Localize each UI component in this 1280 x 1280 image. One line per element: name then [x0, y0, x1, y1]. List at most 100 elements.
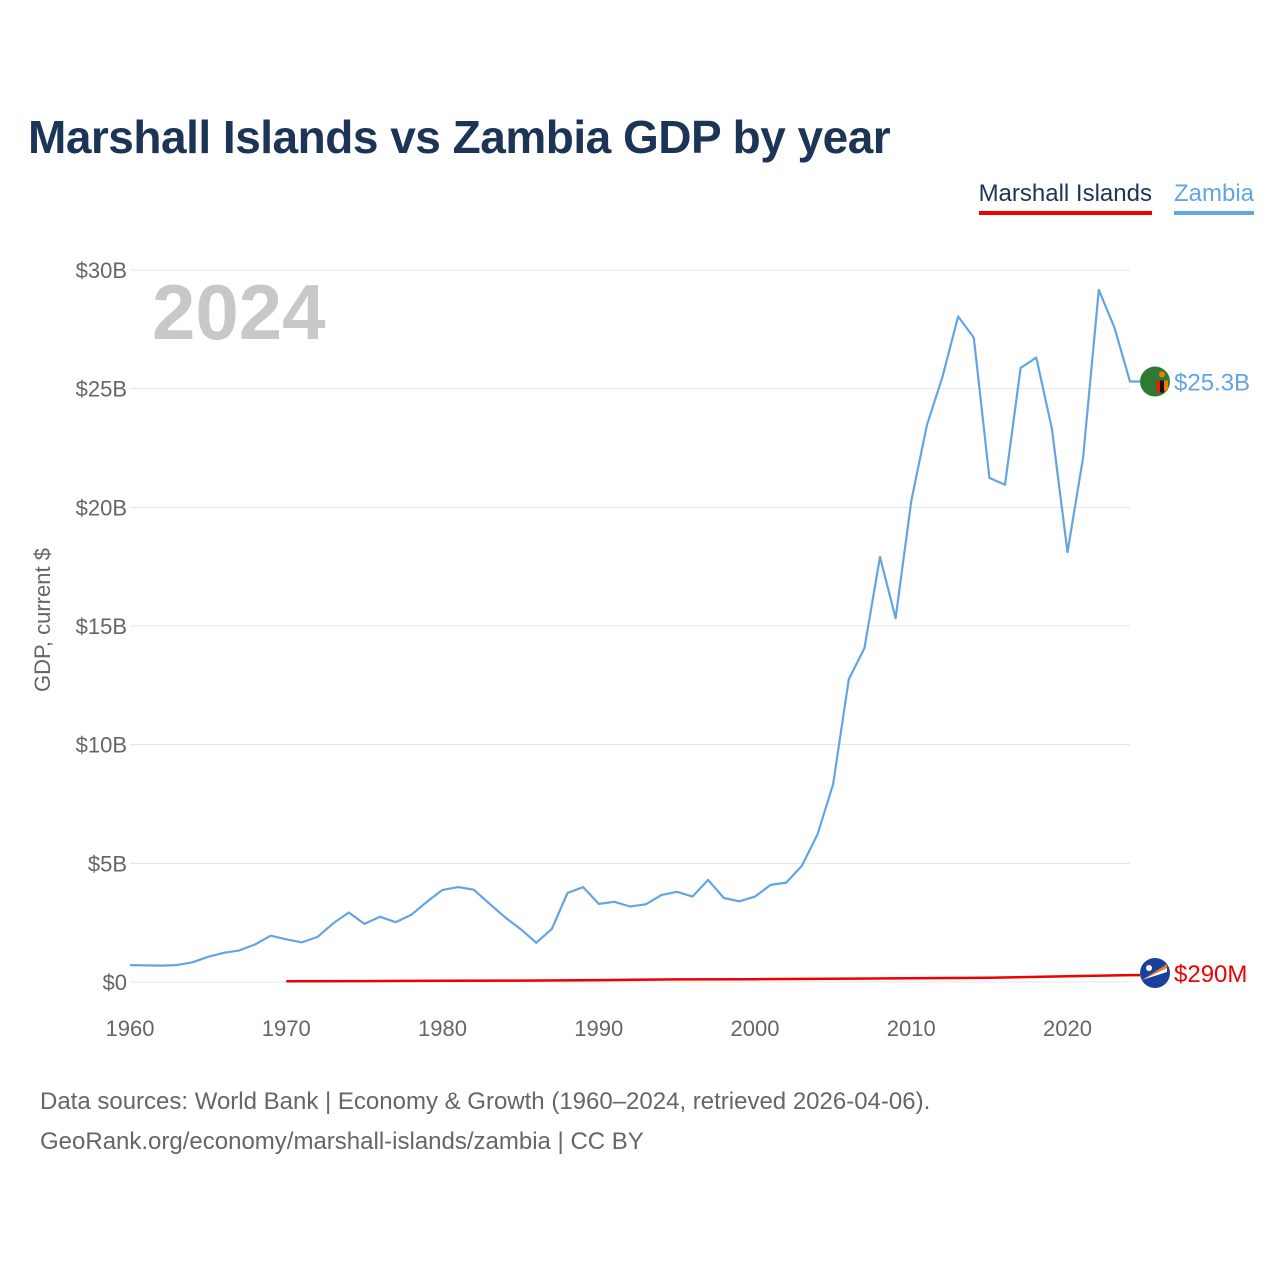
- marshall-islands-flag-icon: [1140, 958, 1170, 988]
- data-point-zambia[interactable]: [328, 918, 338, 928]
- data-point-zambia[interactable]: [297, 937, 307, 947]
- data-point-zambia[interactable]: [406, 910, 416, 920]
- data-point-marshall-islands[interactable]: [750, 974, 760, 984]
- data-point-zambia[interactable]: [422, 897, 432, 907]
- data-point-zambia[interactable]: [359, 919, 369, 929]
- data-point-zambia[interactable]: [188, 957, 198, 967]
- end-labels: $25.3B $290M: [1140, 366, 1250, 988]
- data-point-zambia[interactable]: [1094, 285, 1104, 295]
- data-point-marshall-islands[interactable]: [828, 974, 838, 984]
- data-point-zambia[interactable]: [703, 875, 713, 885]
- data-point-zambia[interactable]: [828, 779, 838, 789]
- data-point-zambia[interactable]: [922, 420, 932, 430]
- data-point-zambia[interactable]: [688, 892, 698, 902]
- data-point-zambia[interactable]: [344, 907, 354, 917]
- x-tick-label: 2000: [731, 1016, 780, 1041]
- data-point-zambia[interactable]: [984, 473, 994, 483]
- data-point-zambia[interactable]: [1000, 480, 1010, 490]
- data-point-zambia[interactable]: [531, 938, 541, 948]
- data-point-zambia[interactable]: [578, 882, 588, 892]
- data-point-zambia[interactable]: [203, 952, 213, 962]
- data-point-zambia[interactable]: [313, 932, 323, 942]
- data-point-zambia[interactable]: [672, 887, 682, 897]
- data-point-zambia[interactable]: [594, 899, 604, 909]
- data-point-zambia[interactable]: [906, 496, 916, 506]
- y-tick-label: $30B: [76, 258, 127, 283]
- data-point-zambia[interactable]: [813, 829, 823, 839]
- series-line-zambia: [129, 288, 1140, 967]
- data-point-zambia[interactable]: [500, 912, 510, 922]
- data-point-zambia[interactable]: [391, 917, 401, 927]
- data-point-zambia[interactable]: [1063, 547, 1073, 557]
- data-point-zambia[interactable]: [891, 613, 901, 623]
- data-point-zambia[interactable]: [438, 885, 448, 895]
- x-axis: 1960 1970 1980 1990 2000 2010 2020: [106, 1016, 1092, 1041]
- y-axis-title: GDP, current $: [30, 548, 55, 692]
- data-point-zambia[interactable]: [172, 960, 182, 970]
- legend-item-zambia[interactable]: Zambia: [1173, 180, 1254, 215]
- series-line-marshall-islands: [286, 973, 1140, 983]
- data-point-zambia[interactable]: [797, 861, 807, 871]
- data-point-zambia[interactable]: [516, 924, 526, 934]
- data-point-zambia[interactable]: [266, 931, 276, 941]
- data-point-zambia[interactable]: [281, 934, 291, 944]
- zambia-flag-icon: [1140, 366, 1170, 397]
- data-point-zambia[interactable]: [375, 912, 385, 922]
- data-point-zambia[interactable]: [1125, 377, 1135, 387]
- y-tick-label: $10B: [76, 733, 127, 758]
- data-point-zambia[interactable]: [781, 878, 791, 888]
- data-point-marshall-islands[interactable]: [516, 976, 526, 986]
- data-point-zambia[interactable]: [563, 888, 573, 898]
- data-point-zambia[interactable]: [938, 372, 948, 382]
- series-layer: [125, 285, 1140, 986]
- data-point-zambia[interactable]: [844, 674, 854, 684]
- y-tick-label: $5B: [88, 851, 127, 876]
- x-tick-label: 1960: [106, 1016, 155, 1041]
- data-point-zambia[interactable]: [219, 948, 229, 958]
- data-point-marshall-islands[interactable]: [438, 976, 448, 986]
- data-point-zambia[interactable]: [1078, 452, 1088, 462]
- data-point-zambia[interactable]: [547, 924, 557, 934]
- data-point-zambia[interactable]: [875, 552, 885, 562]
- data-point-zambia[interactable]: [1047, 424, 1057, 434]
- data-point-zambia[interactable]: [609, 897, 619, 907]
- year-label: 2024: [152, 268, 326, 356]
- data-point-zambia[interactable]: [859, 643, 869, 653]
- data-point-zambia[interactable]: [641, 899, 651, 909]
- data-point-zambia[interactable]: [625, 902, 635, 912]
- source-link[interactable]: GeoRank.org/economy/marshall-islands/zam…: [40, 1128, 644, 1155]
- gridlines: [130, 269, 1130, 983]
- legend-item-marshall-islands[interactable]: Marshall Islands: [978, 180, 1152, 215]
- data-point-zambia[interactable]: [750, 892, 760, 902]
- data-point-zambia[interactable]: [953, 312, 963, 322]
- legend: Marshall Islands Zambia: [978, 180, 1254, 215]
- data-point-zambia[interactable]: [656, 890, 666, 900]
- data-point-marshall-islands[interactable]: [1063, 971, 1073, 981]
- y-tick-label: $0: [103, 970, 127, 995]
- chart-title: Marshall Islands vs Zambia GDP by year: [28, 111, 891, 163]
- data-point-zambia[interactable]: [484, 899, 494, 909]
- data-point-marshall-islands[interactable]: [281, 976, 291, 986]
- data-point-zambia[interactable]: [156, 961, 166, 971]
- x-tick-label: 1980: [418, 1016, 467, 1041]
- data-point-zambia[interactable]: [1031, 353, 1041, 363]
- data-point-zambia[interactable]: [766, 880, 776, 890]
- data-point-marshall-islands[interactable]: [984, 973, 994, 983]
- data-point-zambia[interactable]: [719, 893, 729, 903]
- data-point-zambia[interactable]: [250, 940, 260, 950]
- data-point-zambia[interactable]: [234, 945, 244, 955]
- data-point-zambia[interactable]: [734, 896, 744, 906]
- data-point-marshall-islands[interactable]: [1125, 970, 1135, 980]
- data-point-marshall-islands[interactable]: [359, 976, 369, 986]
- data-point-zambia[interactable]: [1109, 322, 1119, 332]
- data-point-marshall-islands[interactable]: [672, 974, 682, 984]
- data-point-zambia[interactable]: [141, 960, 151, 970]
- data-point-zambia[interactable]: [125, 960, 135, 970]
- data-point-zambia[interactable]: [469, 885, 479, 895]
- end-label-marshall-islands: $290M: [1174, 961, 1247, 988]
- data-point-zambia[interactable]: [453, 882, 463, 892]
- data-point-marshall-islands[interactable]: [594, 975, 604, 985]
- data-point-zambia[interactable]: [1016, 363, 1026, 373]
- data-point-zambia[interactable]: [969, 333, 979, 343]
- data-point-marshall-islands[interactable]: [906, 973, 916, 983]
